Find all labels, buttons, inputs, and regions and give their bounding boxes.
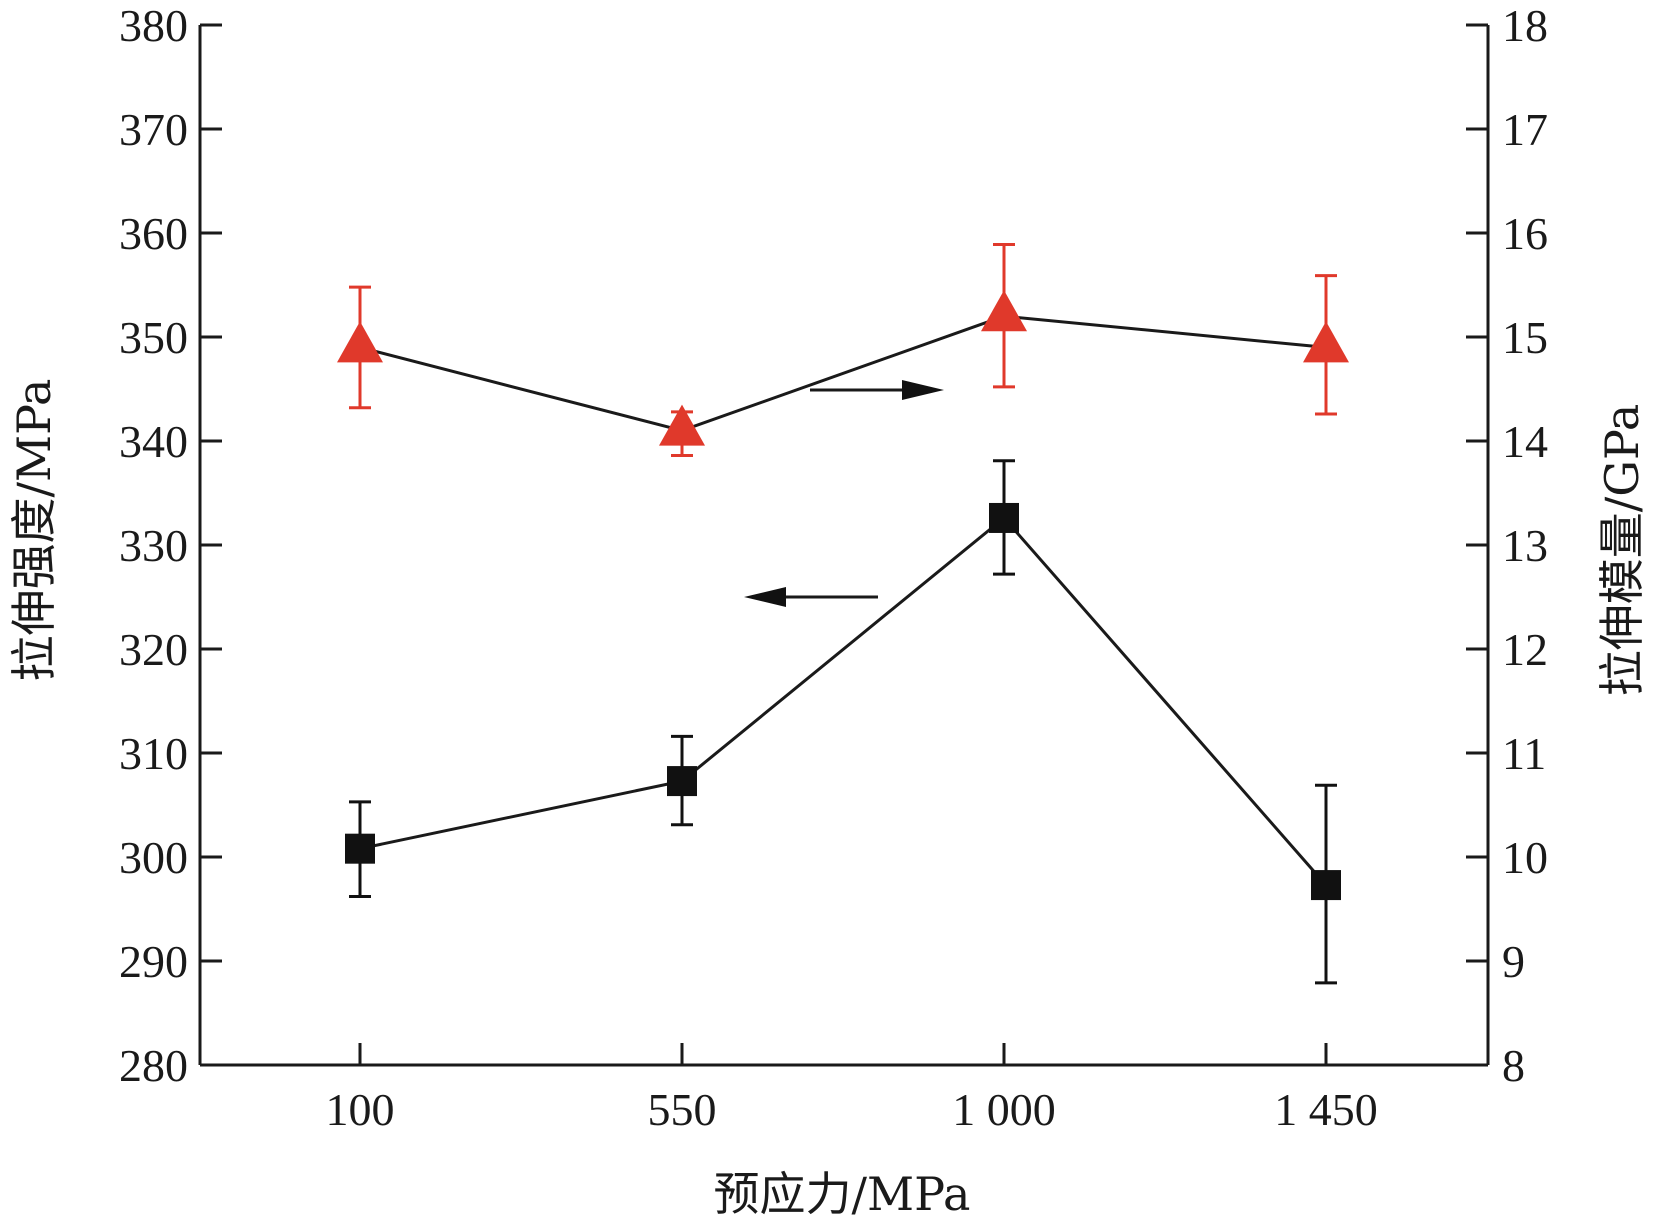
right-tick-label: 8 [1502, 1040, 1525, 1091]
series-line [359, 314, 1327, 433]
left-tick-label: 350 [119, 312, 188, 363]
left-tick-label: 370 [119, 104, 188, 155]
left-tick-label: 380 [119, 0, 188, 51]
left-tick-label: 310 [119, 728, 188, 779]
left-tick-label: 360 [119, 208, 188, 259]
x-axis-ticks: 100 550 1 000 1 450 [326, 1043, 1378, 1135]
arrow-left-head [744, 587, 786, 607]
series-group [337, 242, 1349, 985]
data-point-triangle [981, 290, 1027, 332]
series-square [345, 459, 1341, 985]
data-point-triangle [659, 404, 705, 446]
right-tick-label: 13 [1502, 520, 1548, 571]
series-triangle [337, 242, 1349, 458]
x-tick-label: 100 [326, 1084, 395, 1135]
right-tick-label: 9 [1502, 936, 1525, 987]
left-tick-label: 300 [119, 832, 188, 883]
right-tick-label: 10 [1502, 832, 1548, 883]
right-axis-title: 拉伸模量/GPa [1595, 404, 1649, 697]
right-tick-label: 17 [1502, 104, 1548, 155]
x-tick-label: 1 450 [1274, 1084, 1378, 1135]
series-axis-arrows [744, 380, 944, 607]
left-tick-label: 290 [119, 936, 188, 987]
left-tick-label: 340 [119, 416, 188, 467]
right-tick-label: 15 [1502, 312, 1548, 363]
left-axis-ticks: 280 290 300 310 320 330 340 350 360 370 380 [119, 0, 222, 1091]
left-axis-title: 拉伸强度/MPa [7, 379, 61, 682]
axes [198, 25, 1490, 1067]
x-tick-label: 1 000 [952, 1084, 1056, 1135]
right-tick-label: 14 [1502, 416, 1548, 467]
right-tick-label: 11 [1502, 728, 1546, 779]
data-point-square [989, 502, 1019, 533]
series-line [359, 515, 1328, 887]
data-point-triangle [1303, 321, 1349, 363]
left-tick-label: 320 [119, 624, 188, 675]
right-axis-ticks: 8 9 10 11 12 13 14 15 16 17 18 [1466, 0, 1548, 1091]
data-point-square [1311, 870, 1341, 901]
data-point-square [345, 833, 375, 864]
x-axis-title: 预应力/MPa [714, 1167, 971, 1221]
left-tick-label: 280 [119, 1040, 188, 1091]
right-tick-label: 12 [1502, 624, 1548, 675]
right-tick-label: 16 [1502, 208, 1548, 259]
left-tick-label: 330 [119, 520, 188, 571]
data-point-square [667, 766, 697, 797]
x-tick-label: 550 [648, 1084, 717, 1135]
data-point-triangle [337, 321, 383, 363]
arrow-right-head [902, 380, 944, 400]
right-tick-label: 18 [1502, 0, 1548, 51]
